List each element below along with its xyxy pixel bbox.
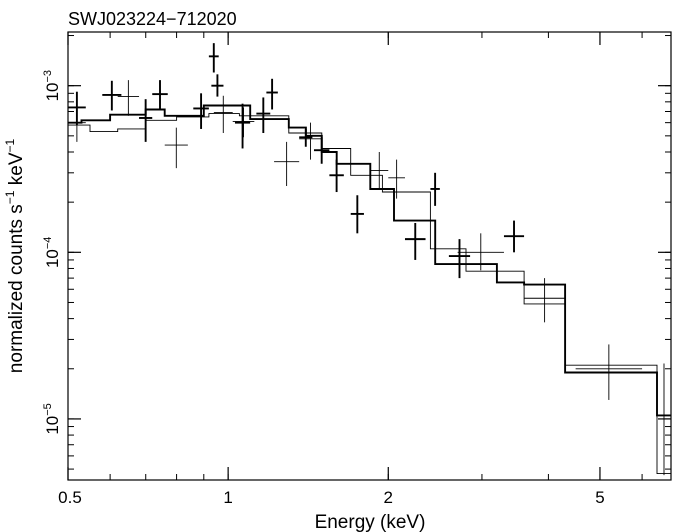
data-point bbox=[164, 127, 188, 169]
x-axis-label: Energy (keV) bbox=[315, 512, 426, 532]
data-point bbox=[575, 344, 643, 400]
data-point bbox=[256, 97, 271, 134]
data-point bbox=[266, 78, 278, 110]
data-point bbox=[299, 122, 322, 160]
data-point bbox=[370, 151, 389, 189]
data-point bbox=[152, 80, 168, 110]
y-axis-label: normalized counts s−1 keV−1 bbox=[3, 138, 27, 373]
data-point bbox=[274, 141, 300, 187]
data-point bbox=[208, 43, 219, 73]
data-point bbox=[350, 195, 364, 234]
data-point bbox=[232, 107, 255, 138]
data-point bbox=[388, 159, 405, 199]
y-tick-label: 10−3 bbox=[42, 70, 62, 101]
data-point bbox=[102, 80, 122, 111]
y-axis-label-exp1: −1 bbox=[3, 190, 17, 204]
x-tick-label: 5 bbox=[595, 488, 604, 507]
data-point bbox=[524, 278, 566, 323]
data-point bbox=[211, 74, 224, 97]
data-point bbox=[430, 172, 440, 206]
data-point bbox=[234, 103, 251, 149]
data-point bbox=[193, 93, 209, 129]
y-axis-label-text: normalized counts s bbox=[6, 204, 27, 373]
data-point bbox=[117, 80, 140, 116]
plot-frame bbox=[67, 31, 672, 481]
data-layer bbox=[68, 43, 671, 476]
data-point bbox=[448, 239, 471, 279]
data-point bbox=[213, 95, 233, 134]
y-tick-label: 10−5 bbox=[42, 403, 62, 434]
data-point bbox=[503, 220, 525, 253]
data-point bbox=[68, 107, 86, 142]
axes-layer: 0.5 1 2 5 10−3 10−4 10−5 bbox=[42, 32, 671, 507]
data-point bbox=[329, 159, 344, 193]
data-point bbox=[656, 363, 671, 476]
x-tick-label: 2 bbox=[384, 488, 393, 507]
data-point bbox=[457, 233, 504, 271]
chart-title: SWJ023224−712020 bbox=[68, 9, 237, 29]
y-axis-label-unit: keV bbox=[6, 152, 27, 190]
x-tick-label: 0.5 bbox=[58, 488, 82, 507]
y-axis-label-exp2: −1 bbox=[3, 138, 17, 152]
x-tick-label: 1 bbox=[223, 488, 232, 507]
data-point bbox=[404, 222, 426, 260]
y-tick-label: 10−4 bbox=[42, 237, 62, 268]
